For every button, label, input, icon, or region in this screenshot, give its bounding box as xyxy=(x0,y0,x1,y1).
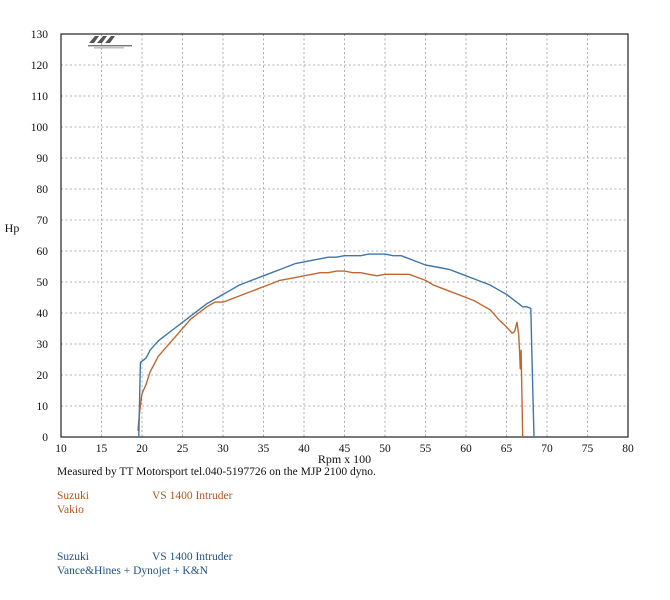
run2-config: Vance&Hines + Dynojet + K&N xyxy=(57,565,208,577)
x-tick-label: 25 xyxy=(177,443,189,455)
x-tick-label: 80 xyxy=(622,443,634,455)
y-tick-label: 120 xyxy=(31,60,49,72)
x-tick-label: 30 xyxy=(217,443,229,455)
y-tick-label: 50 xyxy=(37,277,49,289)
run2-model: VS 1400 Intruder xyxy=(152,551,233,563)
x-tick-label: 15 xyxy=(96,443,108,455)
y-tick-label: 30 xyxy=(37,339,49,351)
x-tick-label: 40 xyxy=(298,443,310,455)
x-tick-label: 20 xyxy=(136,443,148,455)
y-axis-label: Hp xyxy=(5,221,20,235)
x-tick-label: 35 xyxy=(258,443,270,455)
run1-config: Vakio xyxy=(57,504,84,516)
y-tick-label: 40 xyxy=(37,308,49,320)
x-tick-label: 75 xyxy=(582,443,594,455)
y-tick-label: 20 xyxy=(37,370,49,382)
x-tick-label: 70 xyxy=(541,443,553,455)
run1-brand: Suzuki xyxy=(57,490,89,502)
y-tick-label: 90 xyxy=(37,153,49,165)
x-axis-label: Rpm x 100 xyxy=(318,452,371,466)
x-tick-label: 45 xyxy=(339,443,351,455)
y-tick-label: 10 xyxy=(37,401,49,413)
y-tick-label: 100 xyxy=(31,122,49,134)
x-tick-label: 65 xyxy=(501,443,513,455)
grid xyxy=(61,34,628,437)
y-tick-label: 70 xyxy=(37,215,49,227)
x-tick-label: 60 xyxy=(460,443,472,455)
series-group xyxy=(137,253,535,438)
dyno-logo xyxy=(88,36,132,49)
y-tick-label: 110 xyxy=(31,91,48,103)
y-tick-label: 60 xyxy=(37,246,49,258)
run1-model: VS 1400 Intruder xyxy=(152,490,233,502)
y-tick-label: 80 xyxy=(37,184,49,196)
series-line xyxy=(137,270,524,438)
y-tick-label: 0 xyxy=(42,432,48,444)
plot-frame xyxy=(60,33,629,438)
series-line xyxy=(138,253,535,438)
measured-by-note: Measured by TT Motorsport tel.040-519772… xyxy=(57,466,376,478)
y-tick-label: 130 xyxy=(31,29,49,41)
tick-labels: 10 15 20 25 30 35 40 45 50 55 60 65 70 75 80 0 10 20 30 40 5… xyxy=(31,29,634,455)
x-tick-label: 55 xyxy=(420,443,432,455)
run2-brand: Suzuki xyxy=(57,551,89,563)
x-tick-label: 10 xyxy=(55,443,67,455)
x-tick-label: 50 xyxy=(379,443,391,455)
